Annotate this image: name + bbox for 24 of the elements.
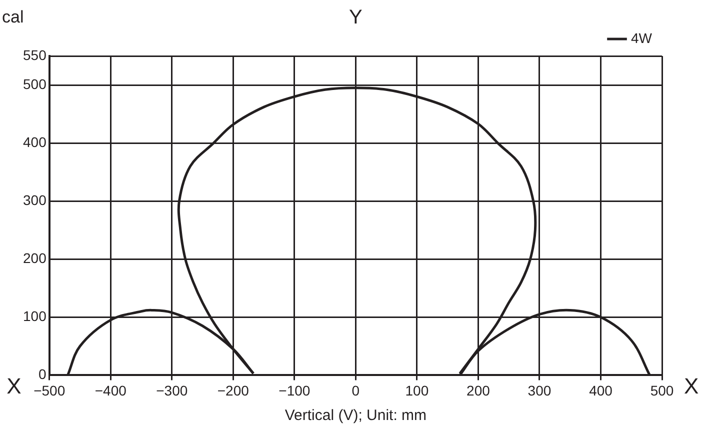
legend-label: 4W bbox=[631, 30, 653, 46]
x-tick-label: 500 bbox=[650, 382, 674, 398]
y-axis-title: Y bbox=[349, 6, 362, 29]
y-tick-label: 400 bbox=[23, 134, 47, 150]
y-tick-label: 500 bbox=[23, 76, 47, 92]
y-tick-label: 550 bbox=[23, 46, 47, 63]
x-tick-label: 200 bbox=[466, 382, 490, 398]
x-tick-label: 300 bbox=[528, 382, 552, 398]
y-tick-label: 300 bbox=[23, 192, 47, 208]
y-tick-label: 0 bbox=[38, 366, 47, 382]
x-tick-label: −100 bbox=[278, 382, 310, 398]
x-tick-label: −400 bbox=[94, 382, 127, 398]
x-axis-title: Vertical (V); Unit: mm bbox=[284, 407, 427, 424]
text: X bbox=[6, 373, 22, 398]
text: X bbox=[684, 373, 699, 398]
x-tick-label: 400 bbox=[589, 382, 613, 398]
y-tick-label: 200 bbox=[23, 250, 47, 266]
x-tick-label: 0 bbox=[352, 382, 360, 398]
x-tick-label: 100 bbox=[405, 382, 429, 398]
y-tick-label: 100 bbox=[23, 308, 47, 324]
x-tick-label: −200 bbox=[217, 382, 250, 398]
x-tick-label: −500 bbox=[34, 382, 66, 398]
x-tick-label: −300 bbox=[156, 382, 188, 398]
text: cal bbox=[2, 8, 24, 27]
